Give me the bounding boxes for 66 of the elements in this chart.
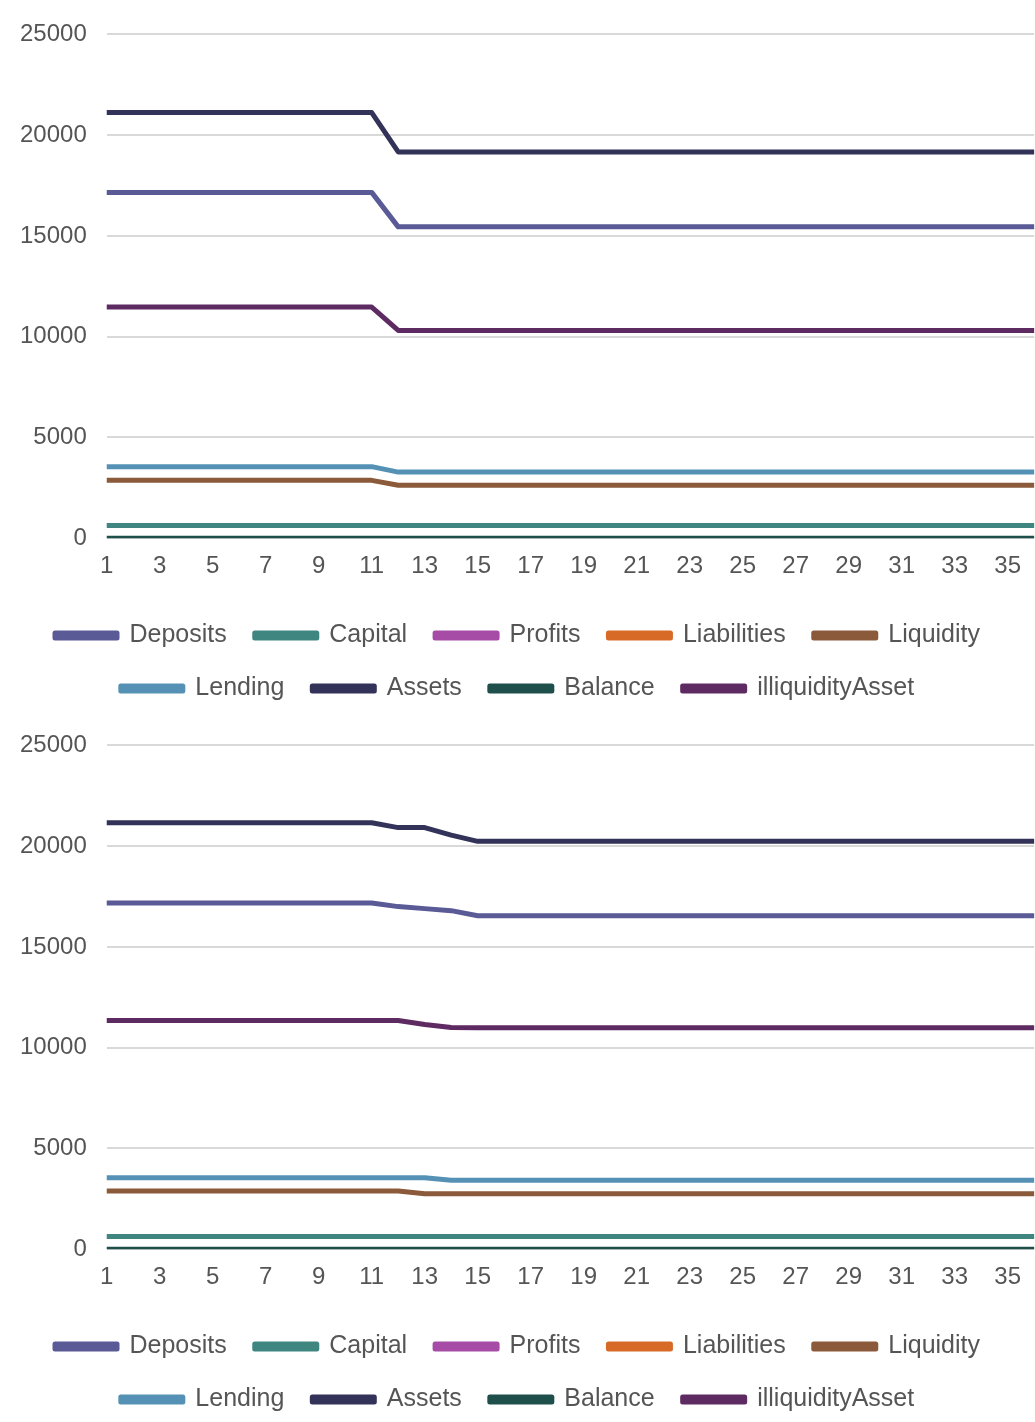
x-tick-label: 35: [994, 1262, 1021, 1290]
x-tick-label: 31: [888, 551, 916, 579]
legend-label: Balance: [564, 1383, 655, 1412]
y-tick-label: 0: [73, 1233, 87, 1261]
x-tick-label: 15: [464, 1262, 492, 1290]
x-tick-label: 7: [259, 551, 273, 579]
x-tick-label: 9: [312, 1262, 326, 1290]
x-tick-label: 33: [941, 1262, 969, 1290]
x-tick-label: 35: [994, 551, 1021, 579]
x-tick-label: 23: [676, 551, 704, 579]
x-tick-label: 17: [517, 1262, 545, 1290]
y-tick-label: 15000: [19, 931, 87, 959]
x-tick-label: 25: [729, 551, 757, 579]
y-tick-label: 5000: [33, 1133, 87, 1161]
x-tick-label: 27: [782, 551, 810, 579]
y-tick-label: 10000: [19, 1032, 87, 1060]
x-tick-label: 5: [206, 1262, 220, 1290]
legend-label: Assets: [386, 672, 462, 701]
legend-label: Liquidity: [888, 619, 981, 648]
legend-label: Deposits: [129, 1330, 227, 1359]
x-tick-label: 23: [676, 1262, 704, 1290]
x-tick-label: 7: [259, 1262, 273, 1290]
legend-label: illiquidityAsset: [757, 1383, 915, 1412]
x-tick-label: 1: [100, 1262, 114, 1290]
x-tick-label: 13: [411, 1262, 439, 1290]
x-tick-label: 27: [782, 1262, 810, 1290]
x-tick-label: 33: [941, 551, 969, 579]
x-tick-label: 11: [359, 551, 385, 579]
x-tick-label: 21: [623, 1262, 651, 1290]
y-tick-label: 25000: [19, 19, 87, 47]
x-tick-label: 1: [100, 551, 114, 579]
legend-label: Deposits: [129, 619, 227, 648]
x-tick-label: 3: [153, 551, 167, 579]
y-tick-label: 5000: [33, 422, 87, 450]
x-tick-label: 3: [153, 1262, 167, 1290]
y-tick-label: 0: [73, 522, 87, 550]
x-tick-label: 13: [411, 551, 439, 579]
y-tick-label: 20000: [19, 830, 87, 858]
x-tick-label: 19: [570, 1262, 598, 1290]
legend-label: Lending: [195, 672, 285, 701]
y-tick-label: 10000: [19, 321, 87, 349]
x-tick-label: 5: [206, 551, 220, 579]
x-tick-label: 15: [464, 551, 492, 579]
x-tick-label: 31: [888, 1262, 916, 1290]
legend-label: Balance: [564, 672, 655, 701]
y-tick-label: 20000: [19, 119, 87, 147]
y-tick-label: 25000: [19, 730, 87, 758]
x-tick-label: 25: [729, 1262, 757, 1290]
legend-label: Liquidity: [888, 1330, 981, 1359]
x-tick-label: 29: [835, 1262, 863, 1290]
legend-label: Profits: [509, 619, 581, 648]
legend-label: Capital: [329, 1330, 408, 1359]
legend-label: Lending: [195, 1383, 285, 1412]
legend-label: illiquidityAsset: [757, 672, 915, 701]
x-tick-label: 11: [359, 1262, 385, 1290]
legend-label: Capital: [329, 619, 408, 648]
legend-label: Profits: [509, 1330, 581, 1359]
x-tick-label: 9: [312, 551, 326, 579]
x-tick-label: 29: [835, 551, 863, 579]
legend-label: Assets: [386, 1383, 462, 1412]
x-tick-label: 21: [623, 551, 651, 579]
x-tick-label: 19: [570, 551, 598, 579]
x-tick-label: 17: [517, 551, 545, 579]
legend-label: Liabilities: [682, 619, 786, 648]
y-tick-label: 15000: [19, 220, 87, 248]
legend-label: Liabilities: [682, 1330, 786, 1359]
